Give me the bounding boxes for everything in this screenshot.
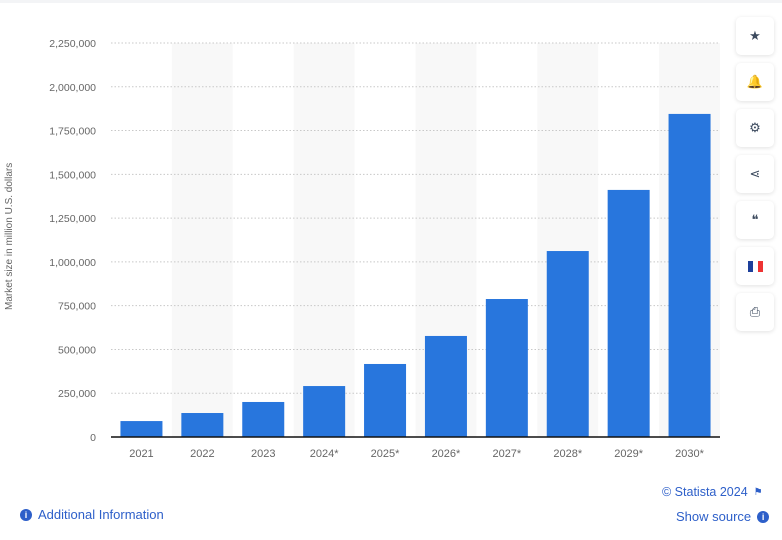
bar-2026* <box>424 335 467 437</box>
y-tick-label: 2,250,000 <box>49 38 96 50</box>
y-tick-label: 500,000 <box>58 344 96 356</box>
show-source-link[interactable]: Show source i <box>676 509 770 524</box>
flag-icon: ⚑ <box>753 486 763 498</box>
y-tick-label: 2,000,000 <box>49 82 96 94</box>
y-tick-label: 1,250,000 <box>49 213 96 225</box>
bar-2030* <box>668 113 711 438</box>
bar-2027* <box>485 299 528 437</box>
quote-button[interactable]: ❝ <box>736 201 774 239</box>
column-band <box>171 43 233 437</box>
y-tick-label: 0 <box>90 432 96 444</box>
info-icon: i <box>757 510 770 523</box>
x-tick-label: 2021 <box>129 448 153 460</box>
credit-text: © Statista 2024 <box>662 485 748 499</box>
bar-2023 <box>242 401 285 437</box>
share-button[interactable]: ⋖ <box>736 155 774 193</box>
y-tick-label: 750,000 <box>58 301 96 313</box>
x-tick-label: 2027* <box>492 448 521 460</box>
y-tick-label: 1,750,000 <box>49 126 96 138</box>
share-icon: ⋖ <box>749 166 761 181</box>
bar-2021 <box>120 421 163 437</box>
x-tick-label: 2030* <box>675 448 704 460</box>
show-source-label: Show source <box>676 509 752 524</box>
additional-information-link[interactable]: i Additional Information <box>20 507 164 522</box>
statista-credit-link[interactable]: © Statista 2024 ⚑ <box>662 485 763 499</box>
y-axis-label: Market size in million U.S. dollars <box>4 162 15 310</box>
x-tick-label: 2028* <box>553 448 582 460</box>
flag-fr-icon <box>747 260 763 272</box>
bell-icon: 🔔 <box>746 74 764 89</box>
y-tick-label: 1,000,000 <box>49 257 96 269</box>
bar-2028* <box>546 251 589 437</box>
bell-button[interactable]: 🔔 <box>736 63 774 101</box>
flag-fr-button[interactable] <box>736 247 774 285</box>
additional-information-label: Additional Information <box>38 507 164 522</box>
print-icon: ⎙ <box>749 304 761 319</box>
x-tick-label: 2022 <box>190 448 214 460</box>
column-band <box>293 43 355 437</box>
bar-2022 <box>181 413 224 437</box>
star-button[interactable]: ★ <box>736 17 774 55</box>
bar-2025* <box>364 363 407 437</box>
print-button[interactable]: ⎙ <box>736 293 774 331</box>
gear-button[interactable]: ⚙ <box>736 109 774 147</box>
x-tick-label: 2025* <box>371 448 400 460</box>
x-tick-label: 2024* <box>310 448 339 460</box>
x-tick-label: 2029* <box>614 448 643 460</box>
bar-2024* <box>303 386 346 437</box>
top-border <box>0 0 782 3</box>
bar-2029* <box>607 189 650 437</box>
x-tick-label: 2023 <box>251 448 275 460</box>
x-tick-label: 2026* <box>432 448 461 460</box>
gear-icon: ⚙ <box>749 120 761 135</box>
info-icon: i <box>20 508 32 521</box>
y-tick-label: 1,500,000 <box>49 169 96 181</box>
bar-chart: 0 250,000 500,000 750,000 1,000,000 1,250,000… <box>49 38 720 460</box>
quote-icon: ❝ <box>751 212 759 227</box>
star-icon: ★ <box>749 28 761 43</box>
y-tick-label: 250,000 <box>58 388 96 400</box>
